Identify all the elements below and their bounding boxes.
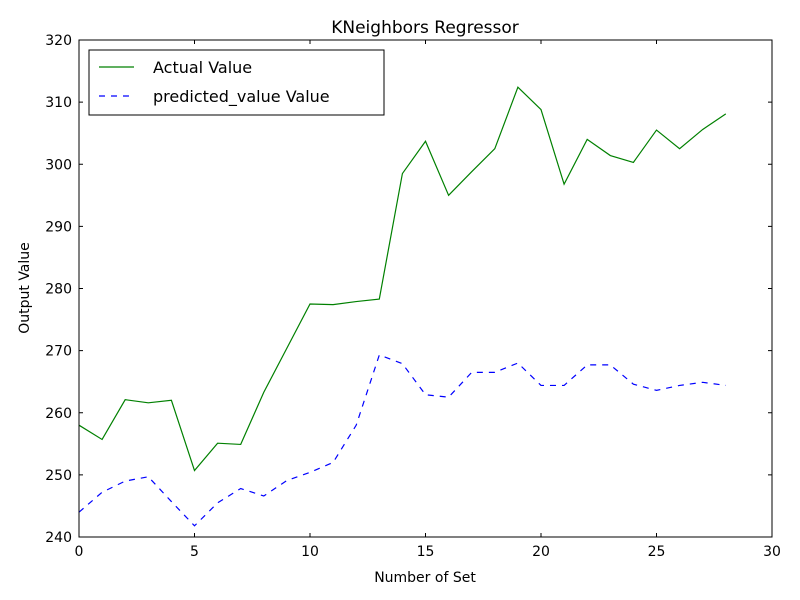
y-tick-label: 240 (45, 530, 72, 546)
x-tick-label: 25 (648, 544, 666, 560)
x-tick-label: 10 (301, 544, 319, 560)
series-line-predicted-value (78, 354, 726, 527)
y-tick-label: 280 (45, 282, 72, 298)
y-tick-label: 300 (45, 157, 72, 173)
x-tick-label: 30 (763, 544, 781, 560)
y-tick-label: 320 (45, 33, 72, 49)
y-tick-label: 290 (45, 219, 72, 235)
legend-label-actual: Actual Value (153, 58, 252, 77)
legend-label-predicted: predicted_value Value (153, 87, 330, 107)
axis-ticks: 0 5 10 15 20 25 30 240 250 260 270 280 290 300 310 320 (45, 33, 781, 560)
legend: Actual Value predicted_value Value (88, 49, 385, 116)
y-tick-label: 260 (45, 406, 72, 422)
y-tick-label: 310 (45, 95, 72, 111)
x-tick-label: 20 (532, 544, 550, 560)
x-tick-label: 0 (75, 544, 84, 560)
y-tick-label: 270 (45, 344, 72, 360)
x-tick-label: 5 (190, 544, 199, 560)
chart-title: KNeighbors Regressor (331, 18, 519, 38)
y-tick-label: 250 (45, 468, 72, 484)
plot-area (78, 86, 727, 527)
legend-box (88, 49, 385, 116)
series-line-actual-value (78, 86, 727, 472)
x-tick-label: 15 (417, 544, 435, 560)
y-axis-label: Output Value (17, 242, 33, 334)
x-axis-label: Number of Set (374, 570, 476, 586)
